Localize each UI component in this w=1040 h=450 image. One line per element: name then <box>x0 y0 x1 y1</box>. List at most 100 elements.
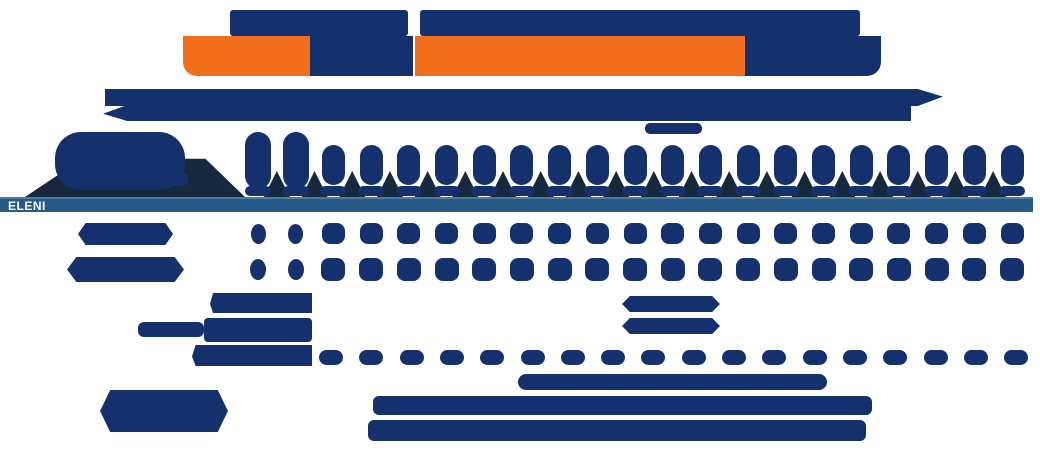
row1-cell-redaction <box>698 223 722 244</box>
section-line2-redaction <box>204 318 312 342</box>
section-cell-redaction <box>1004 350 1029 365</box>
row2-cell-redaction <box>321 258 346 281</box>
row1-cell-redaction <box>510 223 534 244</box>
section-cell-redaction <box>842 350 867 365</box>
row2-cell-redaction <box>660 258 685 281</box>
row2-cell-redaction <box>962 258 987 281</box>
row1-cell-redaction <box>472 223 496 244</box>
section-cell-redaction <box>359 350 384 365</box>
section-cell-redaction <box>762 350 787 365</box>
column-header-base-redaction <box>282 186 309 196</box>
corner-title-redaction <box>55 132 185 190</box>
section-cell-redaction <box>883 350 908 365</box>
footnote-line3-redaction <box>368 420 866 441</box>
column-header-pill-redaction <box>925 145 949 185</box>
row1-cell-redaction <box>585 223 609 244</box>
column-header-base-redaction <box>885 186 912 196</box>
row1-cell-redaction <box>623 223 647 244</box>
column-header-pill-redaction <box>548 145 572 185</box>
row1-cell-redaction <box>321 223 345 244</box>
section-cell-redaction <box>963 350 988 365</box>
section-cell-redaction <box>681 350 706 365</box>
row2-cell-redaction <box>773 258 798 281</box>
eleni-row-label[interactable]: ELENI <box>8 198 46 213</box>
column-header-base-redaction <box>810 186 837 196</box>
row1-cell-redaction <box>887 223 911 244</box>
column-header-base-redaction <box>735 186 762 196</box>
row1-cell-redaction <box>962 223 986 244</box>
column-header-base-redaction <box>471 186 498 196</box>
column-header-base-redaction <box>320 186 347 196</box>
column-header-base-redaction <box>433 186 460 196</box>
row1-cell-redaction <box>661 223 685 244</box>
column-header-pill-redaction <box>887 145 911 185</box>
title-line2-redaction-a <box>310 36 413 76</box>
column-header-pill-redaction <box>321 145 345 185</box>
row2-cell-redaction <box>434 258 459 281</box>
title-line2-highlight-a <box>183 36 310 76</box>
row2-cell-redaction <box>924 258 949 281</box>
section-line2-prefix <box>138 322 204 337</box>
subtitle-line2-redaction <box>103 105 911 121</box>
row1-cell-redaction <box>397 223 421 244</box>
row2-cell-redaction <box>472 258 497 281</box>
column-header-pill-redaction <box>698 145 722 185</box>
column-header-pill-redaction <box>510 145 534 185</box>
row1-cell-redaction <box>250 224 266 244</box>
row2-cell-redaction <box>698 258 723 281</box>
column-header-base-redaction <box>659 186 686 196</box>
footnote-line1-redaction <box>518 374 827 390</box>
column-header-pill-redaction <box>435 145 458 185</box>
column-header-base-redaction <box>848 186 875 196</box>
section-cell-redaction <box>722 350 746 365</box>
column-header-pill-redaction <box>585 145 609 185</box>
row2-cell-redaction <box>250 259 266 280</box>
subtitle-line1-redaction <box>105 89 943 106</box>
row2-cell-redaction <box>736 258 761 281</box>
row2-cell-redaction <box>811 258 836 281</box>
column-header-pill-redaction <box>774 145 798 185</box>
row1-cell-redaction <box>774 223 798 244</box>
column-header-pill-redaction <box>282 132 309 189</box>
row1-cell-redaction <box>1000 223 1024 244</box>
column-header-pill-redaction <box>661 145 685 185</box>
section-cell-redaction <box>439 350 464 365</box>
row1-cell-redaction <box>812 223 835 244</box>
section-line3-redaction <box>192 345 312 366</box>
title-line1-redaction-a <box>230 10 408 36</box>
center-label2-redaction <box>622 318 720 334</box>
logo-hexagon-redaction <box>100 390 228 432</box>
row2-label-redaction <box>67 257 184 282</box>
row2-cell-redaction <box>849 258 874 281</box>
row1-cell-redaction <box>925 223 949 244</box>
section-cell-redaction <box>601 350 626 365</box>
column-header-pill-redaction <box>472 145 496 185</box>
row2-cell-redaction <box>359 258 384 281</box>
row1-cell-redaction <box>288 224 304 244</box>
row2-cell-redaction <box>886 258 911 281</box>
eleni-row-band[interactable]: ELENI <box>0 197 1033 212</box>
column-header-base-redaction <box>923 186 950 196</box>
column-header-base-redaction <box>395 186 422 196</box>
column-header-pill-redaction <box>736 145 760 185</box>
row1-label-redaction <box>78 223 173 245</box>
column-header-base-redaction <box>245 186 271 196</box>
column-header-base-redaction <box>508 186 535 196</box>
row2-cell-redaction <box>509 258 534 281</box>
row1-cell-redaction <box>359 223 383 244</box>
column-header-pill-redaction <box>1000 145 1024 185</box>
section-cell-redaction <box>802 350 827 365</box>
column-header-base-redaction <box>546 186 573 196</box>
section-cell-redaction <box>399 350 424 365</box>
column-header-pill-redaction <box>245 132 271 189</box>
section-line1-redaction <box>210 293 312 313</box>
column-header-base-redaction <box>772 186 799 196</box>
row2-cell-redaction <box>623 258 647 281</box>
section-cell-redaction <box>641 350 666 365</box>
column-header-base-redaction <box>961 186 988 196</box>
title-line2-highlight-b <box>415 36 745 76</box>
section-cell-redaction <box>923 350 948 365</box>
column-header-pill-redaction <box>397 145 421 185</box>
column-header-pill-redaction <box>962 145 986 185</box>
